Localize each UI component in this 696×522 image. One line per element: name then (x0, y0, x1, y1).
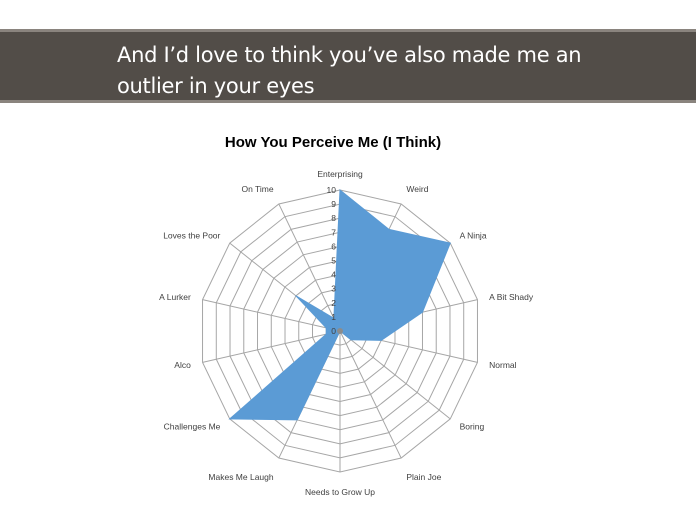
data-point (380, 339, 382, 341)
tick-label: 2 (331, 298, 336, 308)
tick-label: 8 (331, 213, 336, 223)
tick-label: 3 (331, 284, 336, 294)
data-point (449, 242, 451, 244)
data-point (388, 228, 390, 230)
tick-label: 5 (331, 256, 336, 266)
grid-spoke (278, 203, 341, 332)
tick-label: 4 (331, 270, 336, 280)
axis-label: Loves the Poor (163, 231, 220, 241)
axis-label: Boring (460, 421, 485, 431)
axis-label: Normal (489, 360, 517, 370)
data-point (325, 333, 327, 335)
axis-label: Needs to Grow Up (305, 487, 375, 497)
data-point (325, 327, 327, 329)
center-marker (337, 328, 343, 334)
chart-title: How You Perceive Me (I Think) (224, 134, 442, 151)
axis-label: Plain Joe (406, 472, 441, 482)
chart-title-wrap: How You Perceive Me (I Think) (0, 134, 696, 151)
axis-label: Challenges Me (164, 421, 221, 431)
grid-spoke (339, 330, 451, 420)
axis-label: A Bit Shady (489, 292, 534, 302)
axis-label: Weird (406, 184, 428, 194)
tick-label: 9 (331, 199, 336, 209)
slide-title: And I’d love to think you’ve also made m… (117, 43, 582, 98)
axis-label: A Ninja (460, 231, 487, 241)
grid-spoke (202, 299, 341, 332)
data-point (421, 311, 423, 313)
axis-label: Alco (174, 360, 191, 370)
tick-label: 6 (331, 241, 336, 251)
grid-spoke (339, 330, 402, 459)
axis-label: On Time (241, 184, 273, 194)
data-point (350, 339, 352, 341)
data-point (229, 418, 231, 420)
tick-label: 7 (331, 227, 336, 237)
axis-label: Enterprising (317, 169, 363, 179)
tick-label: 0 (331, 326, 336, 336)
tick-label: 10 (327, 185, 337, 195)
data-point (339, 189, 341, 191)
data-point (333, 317, 335, 319)
data-point (296, 419, 298, 421)
tick-label: 1 (331, 312, 336, 322)
series-area (228, 188, 451, 421)
data-point (295, 295, 297, 297)
axis-label: Makes Me Laugh (208, 472, 273, 482)
grid-spoke (202, 330, 341, 363)
title-bar (0, 29, 696, 103)
axis-label: A Lurker (159, 292, 191, 302)
